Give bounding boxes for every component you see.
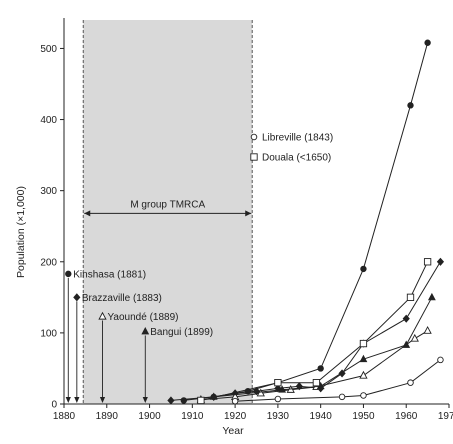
data-point <box>231 397 239 405</box>
y-tick-label: 400 <box>40 115 57 126</box>
legend-marker <box>250 153 258 161</box>
x-tick-label: 1910 <box>181 411 204 422</box>
founding-marker <box>65 270 72 278</box>
founding-marker <box>98 311 107 320</box>
founding-label: Yaoundé (1889) <box>108 312 179 323</box>
x-tick-label: 1930 <box>267 411 290 422</box>
data-point <box>437 356 444 364</box>
founding-arrowhead <box>65 397 71 403</box>
legend-label: Libreville (1843) <box>262 133 333 144</box>
series-line <box>235 359 441 402</box>
x-tick-label: 1900 <box>138 411 161 422</box>
x-tick-label: 1940 <box>310 411 333 422</box>
y-tick-label: 200 <box>40 257 57 268</box>
series-line <box>200 261 429 401</box>
x-axis-title: Year <box>222 425 244 437</box>
founding-marker <box>141 327 150 335</box>
data-point <box>256 388 265 397</box>
founding-arrowhead <box>74 397 80 403</box>
x-tick-label: 1890 <box>96 411 119 422</box>
y-tick-label: 300 <box>40 186 57 197</box>
legend-marker <box>250 133 258 141</box>
data-point <box>359 370 368 379</box>
data-point <box>359 339 368 348</box>
data-point <box>410 333 419 342</box>
tmrca-label: M group TMRCA <box>130 199 205 210</box>
data-point <box>278 385 287 393</box>
series <box>167 39 445 405</box>
x-tick-label: 1920 <box>224 411 247 422</box>
data-point <box>360 392 367 399</box>
founding-arrowhead <box>99 397 106 403</box>
legend-label: Douala (<1650) <box>262 153 331 164</box>
data-point <box>423 258 432 266</box>
data-point <box>167 396 175 405</box>
series-line <box>213 297 433 398</box>
data-point <box>406 293 415 301</box>
data-point <box>402 340 411 348</box>
data-point <box>423 325 432 334</box>
x-tick-label: 1950 <box>352 411 375 422</box>
founding-label: Brazzaville (1883) <box>82 293 162 304</box>
y-tick-label: 100 <box>40 328 57 339</box>
tmrca-arrowhead-left <box>84 210 91 217</box>
y-tick-label: 500 <box>40 44 57 55</box>
legend: Libreville (1843) Douala (<1650) <box>250 133 333 164</box>
axes: 1880 1890 1900 1910 1920 1930 1940 1950 1960 197 0… <box>40 18 453 422</box>
founding-markers: Kinshasa (1881) Brazzaville (1883) Yaoundé… <box>65 269 213 403</box>
data-point <box>274 395 282 403</box>
data-point <box>427 292 436 301</box>
data-point <box>312 379 321 387</box>
tmrca-arrowhead-right <box>245 210 252 217</box>
y-tick-label: 0 <box>51 400 57 411</box>
data-point <box>317 365 324 372</box>
data-point <box>424 39 431 46</box>
founding-label: Bangui (1899) <box>150 327 213 338</box>
data-point <box>407 379 414 386</box>
data-point <box>359 354 368 363</box>
data-point <box>360 265 367 273</box>
founding-marker <box>73 293 81 302</box>
data-point <box>338 393 346 401</box>
data-point <box>407 102 414 109</box>
founding-arrowhead <box>142 397 148 403</box>
data-point <box>197 396 205 405</box>
data-point <box>436 257 445 266</box>
tmrca-shaded-region: M group TMRCA <box>82 20 253 404</box>
founding-label: Kinshasa (1881) <box>73 269 146 280</box>
x-tick-label: 1880 <box>53 411 76 422</box>
data-point <box>274 379 282 387</box>
x-tick-label: 1960 <box>395 411 418 422</box>
data-point <box>180 397 187 404</box>
data-point <box>402 314 410 323</box>
tmrca-band <box>83 20 253 404</box>
y-axis-title: Population (×1,000) <box>15 186 27 278</box>
